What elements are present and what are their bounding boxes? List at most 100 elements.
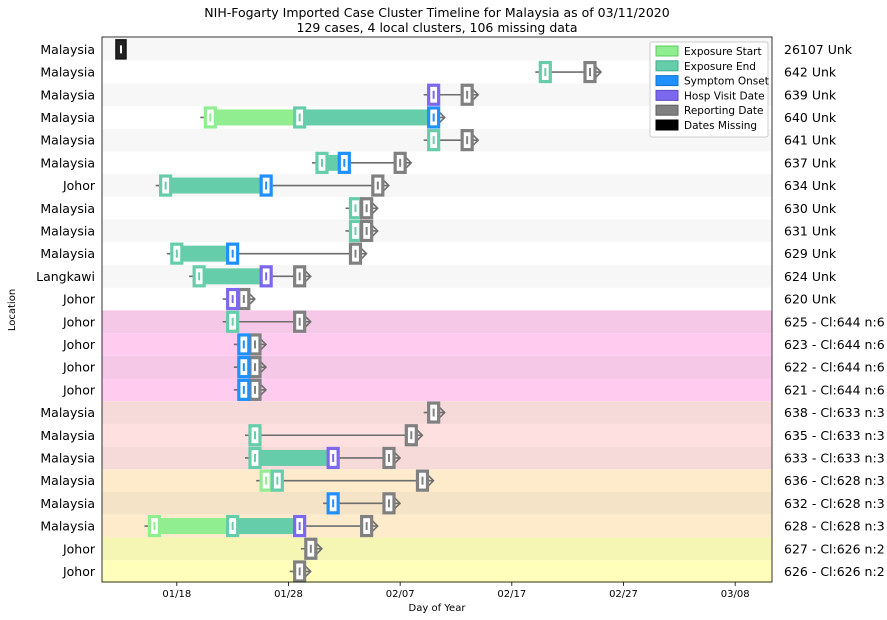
location-label: Johor: [62, 178, 96, 193]
legend: Exposure Start Exposure End Symptom Onset H…: [649, 41, 769, 138]
legend-label: Hosp Visit Date: [684, 90, 765, 102]
row-band: [102, 333, 772, 356]
symptom-onset-marker: [337, 151, 351, 174]
reporting-date-marker: [293, 560, 307, 583]
exposure-end-marker: [170, 242, 184, 265]
exposure-start-bar: [154, 518, 233, 535]
row-band: [102, 242, 772, 265]
reporting-date-marker: [248, 356, 262, 379]
case-label: 620 Unk: [784, 292, 837, 307]
row-band: [102, 196, 772, 220]
reporting-date-marker: [293, 310, 307, 333]
location-label: Malaysia: [40, 42, 95, 57]
row-band: [102, 537, 772, 561]
location-label: Johor: [62, 314, 96, 329]
x-tick-label: 01/18: [162, 589, 191, 600]
exposure-end-bar: [199, 268, 267, 285]
reporting-date-marker: [415, 469, 430, 492]
case-label: 628 - Cl:628 n:3: [784, 519, 885, 534]
case-label: 627 - Cl:626 n:2: [784, 541, 885, 556]
row-band: [102, 423, 772, 447]
symptom-onset-marker: [427, 106, 441, 129]
location-label: Malaysia: [40, 65, 95, 80]
y-axis-label: Location: [7, 289, 18, 331]
exposure-end-marker: [226, 514, 240, 538]
timeline-arrow: [249, 293, 256, 305]
case-label: 639 Unk: [784, 87, 837, 102]
case-label: 621 - Cl:644 n:6: [784, 382, 885, 397]
x-tick-label: 02/07: [386, 589, 415, 600]
legend-label: Dates Missing: [684, 120, 757, 132]
location-label: Johor: [62, 360, 96, 375]
location-label: Malaysia: [40, 133, 95, 148]
location-label: Malaysia: [40, 473, 95, 488]
timeline-arrow: [372, 520, 379, 532]
legend-label: Symptom Onset: [684, 76, 769, 88]
row-band: [102, 151, 772, 175]
row-band: [102, 219, 772, 243]
reporting-date-marker: [293, 265, 307, 288]
case-row: [289, 560, 312, 583]
legend-label: Reporting Date: [684, 105, 763, 117]
exposure-end-bar: [254, 449, 334, 466]
location-label: Johor: [62, 292, 96, 307]
exposure-end-bar: [299, 109, 434, 126]
reporting-date-marker: [427, 401, 441, 424]
reporting-date-marker: [393, 151, 407, 174]
case-row: [244, 424, 424, 447]
case-row: [423, 129, 480, 152]
x-tick-label: 02/17: [497, 589, 526, 600]
location-label: Malaysia: [40, 405, 95, 420]
x-axis-label: Day of Year: [409, 603, 467, 614]
timeline-arrow: [316, 543, 323, 555]
symptom-onset-marker: [259, 174, 273, 197]
location-label: Malaysia: [40, 155, 95, 170]
case-row: [345, 219, 379, 243]
timeline-arrow: [595, 66, 603, 78]
reporting-date-marker: [248, 333, 262, 356]
legend-label: Exposure End: [684, 61, 756, 73]
x-tick-label: 03/08: [721, 589, 750, 600]
reporting-date-marker: [404, 424, 418, 447]
exposure-end-marker: [248, 424, 262, 447]
location-label: Malaysia: [40, 223, 95, 238]
timeline-arrow: [372, 202, 379, 214]
symptom-onset-marker: [237, 333, 251, 356]
symptom-onset-marker: [326, 492, 340, 515]
plot-frame: [101, 36, 773, 583]
timeline-marks: [115, 39, 603, 583]
reporting-date-marker: [360, 219, 374, 243]
chart-title: NIH-Fogarty Imported Case Cluster Timeli…: [204, 5, 669, 20]
timeline-arrow: [405, 157, 413, 169]
location-label: Johor: [62, 564, 96, 579]
exposure-start-marker: [259, 469, 273, 492]
reporting-date-marker: [237, 287, 251, 311]
legend-label: Exposure Start: [684, 46, 762, 58]
location-label: Malaysia: [40, 87, 95, 102]
case-row: [300, 537, 323, 560]
symptom-onset-marker: [237, 378, 251, 401]
exposure-end-marker: [192, 265, 206, 288]
case-label: 626 - Cl:626 n:2: [784, 564, 885, 579]
x-tick-label: 02/27: [609, 589, 638, 600]
case-row: [233, 333, 268, 356]
reporting-date-marker: [460, 129, 474, 152]
location-label: Malaysia: [40, 201, 95, 216]
hosp-visit-marker: [293, 514, 307, 538]
timeline-arrow: [260, 338, 268, 351]
hosp-visit-marker: [326, 446, 340, 470]
chart-subtitle: 129 cases, 4 local clusters, 106 missing…: [297, 20, 578, 35]
exposure-start-marker: [203, 106, 217, 129]
location-label: Malaysia: [40, 450, 95, 465]
timeline-arrow: [383, 179, 390, 192]
location-label: Johor: [62, 382, 96, 397]
case-label: 625 - Cl:644 n:6: [784, 314, 885, 329]
timeline-arrow: [305, 565, 312, 578]
timeline-arrow: [305, 316, 312, 328]
case-label: 642 Unk: [784, 65, 837, 80]
case-label: 631 Unk: [784, 223, 837, 238]
x-tick-label: 01/28: [274, 589, 303, 600]
case-label: 633 - Cl:633 n:3: [784, 450, 885, 465]
x-axis: 01/18 01/28 02/07 02/17 02/27 03/08: [162, 582, 750, 600]
